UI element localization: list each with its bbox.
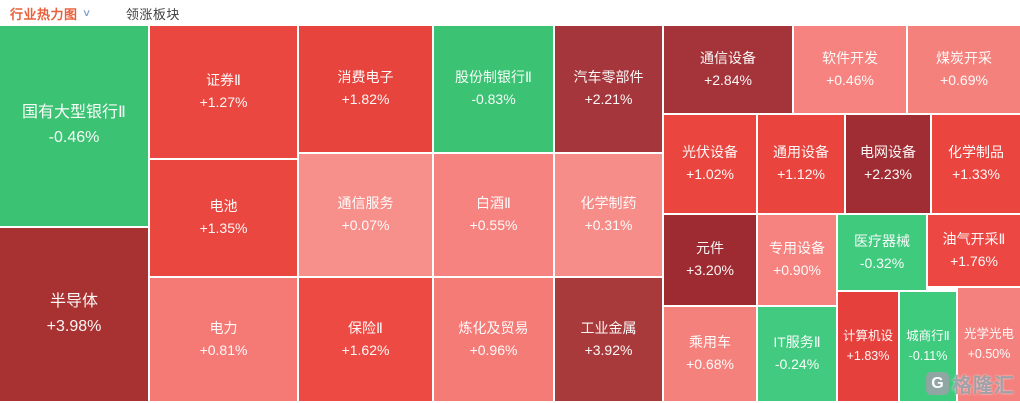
- treemap-tile[interactable]: 保险Ⅱ +1.62%: [299, 278, 432, 401]
- view-selector-label: 行业热力图: [10, 6, 78, 22]
- sector-change: +1.83%: [846, 348, 890, 363]
- sector-change: +0.31%: [584, 217, 633, 233]
- sector-name: 通信服务: [337, 195, 394, 212]
- sector-change: +3.98%: [46, 317, 102, 335]
- sector-change: +0.69%: [940, 71, 988, 88]
- sector-change: -0.46%: [48, 129, 100, 146]
- treemap-tile[interactable]: 电池 +1.35%: [150, 160, 297, 276]
- sector-change: +0.07%: [341, 217, 390, 233]
- sector-name: IT服务Ⅱ: [773, 334, 821, 351]
- sector-name: 医疗器械: [854, 232, 910, 249]
- treemap-tile[interactable]: 白酒Ⅱ +0.55%: [434, 154, 553, 276]
- treemap-tile[interactable]: 通用设备 +1.12%: [758, 115, 844, 213]
- sector-change: -0.83%: [471, 91, 516, 107]
- sector-change: +0.81%: [199, 341, 248, 358]
- treemap-tile[interactable]: 通信设备 +2.84%: [664, 26, 792, 113]
- sector-name: 消费电子: [337, 69, 394, 86]
- treemap-tile[interactable]: 股份制银行Ⅱ -0.83%: [434, 26, 553, 152]
- treemap-tile[interactable]: 医疗器械 -0.32%: [838, 215, 926, 290]
- treemap-tile[interactable]: 半导体 +3.98%: [0, 228, 148, 401]
- sector-name: 乘用车: [689, 334, 731, 351]
- sector-change: -0.11%: [908, 348, 948, 363]
- sector-change: +1.62%: [341, 341, 390, 358]
- sector-change: +1.33%: [952, 166, 1000, 182]
- sector-name: 油气开采Ⅱ: [942, 230, 1006, 247]
- sector-change: +1.12%: [777, 166, 825, 182]
- sector-change: +1.02%: [686, 166, 734, 182]
- sector-name: 光学光电: [963, 327, 1014, 342]
- treemap-tile[interactable]: IT服务Ⅱ -0.24%: [758, 307, 836, 401]
- treemap-tile[interactable]: 城商行Ⅱ -0.11%: [900, 292, 956, 401]
- treemap-tile[interactable]: 乘用车 +0.68%: [664, 307, 756, 401]
- treemap-tile[interactable]: 通信服务 +0.07%: [299, 154, 432, 276]
- treemap-tile[interactable]: 化学制品 +1.33%: [932, 115, 1020, 213]
- treemap-tile[interactable]: 汽车零部件 +2.21%: [555, 26, 662, 152]
- sector-name: 证券Ⅱ: [206, 72, 241, 89]
- sector-name: 白酒Ⅱ: [476, 195, 511, 212]
- sector-name: 汽车零部件: [573, 69, 644, 86]
- sector-change: +0.55%: [469, 217, 518, 233]
- sector-name: 化学制药: [580, 195, 637, 212]
- sector-name: 煤炭开采: [936, 49, 992, 66]
- sector-name: 光伏设备: [682, 144, 738, 161]
- sector-change: +3.20%: [686, 262, 734, 278]
- treemap-tile[interactable]: 光伏设备 +1.02%: [664, 115, 756, 213]
- sector-name: 城商行Ⅱ: [906, 329, 950, 344]
- sector-name: 计算机设: [842, 329, 893, 344]
- sector-name: 化学制品: [948, 144, 1004, 161]
- treemap-tile[interactable]: 元件 +3.20%: [664, 215, 756, 305]
- chevron-down-icon: ∨: [81, 7, 91, 19]
- treemap-tile[interactable]: 证券Ⅱ +1.27%: [150, 26, 297, 158]
- treemap-tile[interactable]: 光学光电 +0.50%: [958, 288, 1020, 401]
- sector-change: -0.24%: [774, 356, 820, 372]
- sector-name: 软件开发: [822, 49, 878, 66]
- sector-name: 专用设备: [769, 240, 825, 257]
- treemap-tile[interactable]: 炼化及贸易 +0.96%: [434, 278, 553, 401]
- sector-name: 通用设备: [773, 144, 829, 161]
- treemap-tile[interactable]: 国有大型银行Ⅱ -0.46%: [0, 26, 148, 226]
- sector-change: +0.50%: [967, 346, 1011, 361]
- toolbar: 行业热力图 ∨ 领涨板块: [0, 0, 1020, 26]
- treemap-tile[interactable]: 煤炭开采 +0.69%: [908, 26, 1020, 113]
- view-selector-dropdown[interactable]: 行业热力图 ∨: [10, 4, 91, 23]
- sector-change: +0.46%: [826, 71, 874, 88]
- treemap-tile[interactable]: 化学制药 +0.31%: [555, 154, 662, 276]
- treemap-tile[interactable]: 工业金属 +3.92%: [555, 278, 662, 401]
- treemap-tile[interactable]: 专用设备 +0.90%: [758, 215, 836, 305]
- sector-change: +0.68%: [686, 356, 734, 372]
- treemap-tile[interactable]: 电网设备 +2.23%: [846, 115, 930, 213]
- sector-name: 电网设备: [860, 144, 916, 161]
- sector-change: +1.76%: [950, 252, 998, 269]
- sector-change: +3.92%: [584, 341, 633, 358]
- sector-name: 工业金属: [580, 319, 637, 336]
- treemap-tile[interactable]: 消费电子 +1.82%: [299, 26, 432, 152]
- sector-change: +1.27%: [199, 94, 248, 110]
- treemap-tile[interactable]: 软件开发 +0.46%: [794, 26, 906, 113]
- sector-change: +1.35%: [199, 220, 248, 236]
- sector-change: +0.90%: [773, 262, 821, 278]
- sector-name: 元件: [696, 240, 724, 257]
- sector-name: 国有大型银行Ⅱ: [22, 104, 126, 122]
- sector-change: +0.96%: [469, 341, 518, 358]
- sector-change: -0.32%: [859, 254, 905, 271]
- sector-change: +1.82%: [341, 91, 390, 107]
- treemap-tile[interactable]: 计算机设 +1.83%: [838, 292, 898, 401]
- sector-name: 通信设备: [700, 49, 756, 66]
- sector-name: 炼化及贸易: [458, 319, 529, 336]
- sector-name: 股份制银行Ⅱ: [455, 69, 532, 86]
- tab-leading-sectors[interactable]: 领涨板块: [125, 6, 180, 22]
- sector-name: 保险Ⅱ: [348, 319, 383, 336]
- sector-name: 半导体: [49, 292, 98, 310]
- sector-change: +2.23%: [864, 166, 912, 182]
- treemap-tile[interactable]: 油气开采Ⅱ +1.76%: [928, 215, 1020, 286]
- sector-change: +2.84%: [704, 71, 752, 88]
- sector-name: 电力: [209, 319, 238, 336]
- sector-name: 电池: [209, 198, 238, 215]
- treemap-tile[interactable]: 电力 +0.81%: [150, 278, 297, 401]
- sector-change: +2.21%: [584, 91, 633, 107]
